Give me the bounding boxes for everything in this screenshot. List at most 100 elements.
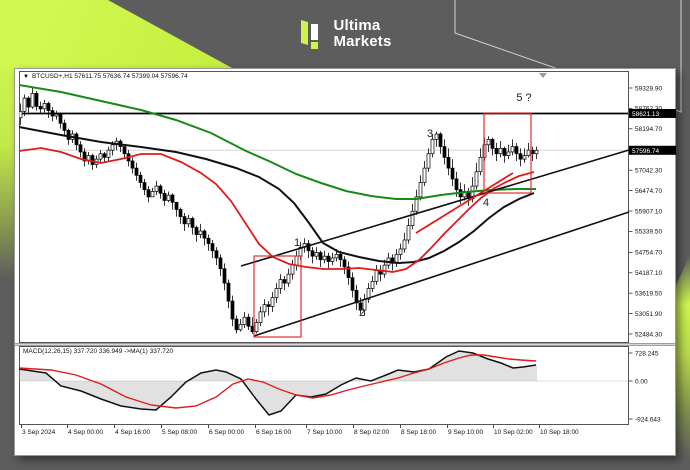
time-tick-label: 3 Sep 2024 [22,429,56,436]
candle-body [194,227,199,235]
candle-body [326,255,331,262]
time-tick [21,425,22,428]
time-tick-label: 4 Sep 16:00 [115,429,151,436]
candle-body [374,270,379,282]
candle-body [322,255,327,261]
price-tick-label: 54187.10 [635,270,662,277]
candle-body [406,225,411,241]
candle-body [190,218,195,228]
candle-body [50,110,55,117]
price-badge-label: 57596.74 [632,148,659,155]
ma-black-line [19,126,535,265]
price-tick-label: 55907.10 [635,208,662,215]
candle-body [450,167,455,180]
candle-body [102,153,107,158]
candle-body [474,171,479,187]
annotation-label-1: 1 [294,237,300,249]
annotation-label-3: 3 [427,128,433,140]
candle-body [330,257,335,262]
candle-body [398,248,403,255]
candle-body [334,254,339,259]
candle-body [202,230,207,239]
time-tick [255,425,256,428]
candle-body [22,97,27,112]
candle-body [186,218,191,225]
candle-body [294,255,299,266]
time-tick [161,425,162,428]
logo-line-2: Markets [333,33,392,50]
candle-body [438,133,443,147]
candle-body [242,316,247,325]
time-tick [306,425,307,428]
price-badge-label: 58621.13 [632,111,659,118]
candle-body [266,304,271,307]
candle-body [178,209,183,217]
annotation-label-4: 4 [483,197,489,209]
time-tick-label: 7 Sep 10:00 [307,429,343,436]
trendline-lower [253,211,630,337]
candle-body [414,196,419,212]
candle-body [19,111,23,119]
chart-marker-icon: ▼ [23,73,29,80]
candle-body [234,318,239,331]
time-tick [67,425,68,428]
candle-body [346,266,351,279]
ma-red-line [19,147,535,273]
ultima-markets-logo-icon [301,20,319,49]
candle-body [410,210,415,226]
price-badge [629,145,676,155]
pane-divider[interactable] [15,343,675,346]
time-tick-label: 10 Sep 18:00 [540,429,579,436]
candle-body [270,297,275,307]
candle-body [218,257,223,270]
price-tick-label: 53051.90 [635,311,662,318]
site-header: Ultima Markets [0,0,690,68]
candle-body [58,113,63,124]
chart-title: ▼ BTCUSD+,H1 57611.75 57636.74 57399.04 … [23,73,188,80]
candle-body [162,192,167,201]
candle-body [226,282,231,302]
time-tick [400,425,401,428]
candle-body [518,153,523,160]
candle-body [430,139,435,155]
candle-body [370,280,375,289]
macd-indicator-pane[interactable]: 728.245 0.00 -924.643 [19,346,677,425]
candle-body [366,288,371,300]
candle-body [310,250,315,257]
candle-body [306,243,311,252]
candle-body [426,153,431,169]
candle-body [106,149,111,158]
candle-body [514,146,519,155]
price-tick-label: 58194.70 [635,126,662,133]
candle-body [166,194,171,201]
time-tick [447,425,448,428]
candle-body [146,189,151,198]
candle-body [502,148,507,156]
candle-body [382,264,387,275]
time-tick [493,425,494,428]
candle-body [262,304,267,313]
candle-body [318,252,323,261]
price-tick-label: 55339.50 [635,229,662,236]
candle-body [122,146,127,155]
candle-body [342,259,347,268]
candle-body [230,300,235,320]
candle-body [522,155,527,160]
time-tick-label: 8 Sep 18:00 [401,429,437,436]
candle-body [486,139,491,146]
trendline-upper [240,149,630,267]
macd-tick-label: -924.643 [635,416,661,423]
time-tick [539,425,540,428]
macd-tick-label: 0.00 [635,378,648,385]
time-tick-label: 5 Sep 08:00 [162,429,198,436]
price-tick-label: 57042.30 [635,167,662,174]
price-badge [629,108,676,118]
candles [19,87,539,334]
candle-body [314,252,319,257]
time-tick [208,425,209,428]
candle-body [498,148,503,155]
candle-body [454,178,459,191]
candle-body [138,174,143,183]
